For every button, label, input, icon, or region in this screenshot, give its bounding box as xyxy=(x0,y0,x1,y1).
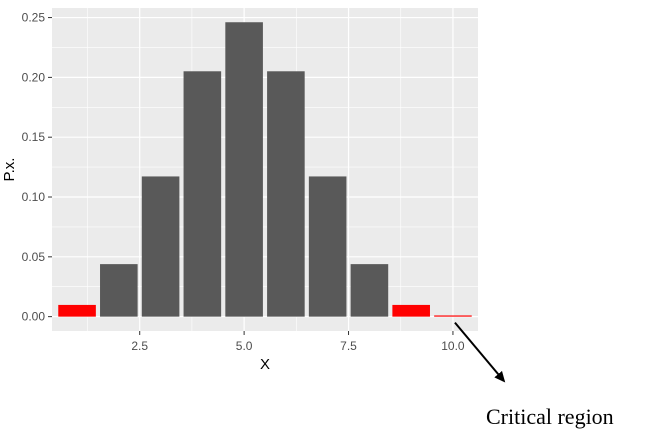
y-axis-title: P.x. xyxy=(1,158,18,182)
bar-x-9 xyxy=(392,304,430,317)
y-tick-label: 0.25 xyxy=(22,11,46,25)
bar-x-2 xyxy=(100,264,138,317)
bar-x-4 xyxy=(183,71,222,317)
y-tick-label: 0.00 xyxy=(22,310,46,324)
annotation-arrow xyxy=(454,322,506,383)
y-tick-label: 0.20 xyxy=(22,70,46,84)
x-axis-ticks: 2.5 5.0 7.5 10.0 xyxy=(131,331,465,353)
bar-x-6 xyxy=(267,71,305,317)
bar-x-5 xyxy=(225,22,263,317)
y-tick-label: 0.10 xyxy=(22,190,46,204)
bar-x-7 xyxy=(308,176,347,317)
annotation-critical-region: Critical region xyxy=(486,404,614,429)
y-tick-label: 0.15 xyxy=(22,130,46,144)
x-tick-label: 5.0 xyxy=(236,339,253,353)
bar-x-3 xyxy=(141,176,180,317)
y-tick-label: 0.05 xyxy=(22,250,46,264)
bars xyxy=(58,22,472,317)
x-tick-label: 2.5 xyxy=(131,339,148,353)
bar-x-8 xyxy=(350,264,389,317)
x-axis-title: X xyxy=(260,356,270,373)
bar-x-10 xyxy=(434,315,472,317)
x-tick-label: 10.0 xyxy=(441,339,465,353)
y-axis-ticks: 0.00 0.05 0.10 0.15 0.20 0.25 xyxy=(22,11,52,324)
x-tick-label: 7.5 xyxy=(340,339,357,353)
bar-x-1 xyxy=(58,304,96,317)
